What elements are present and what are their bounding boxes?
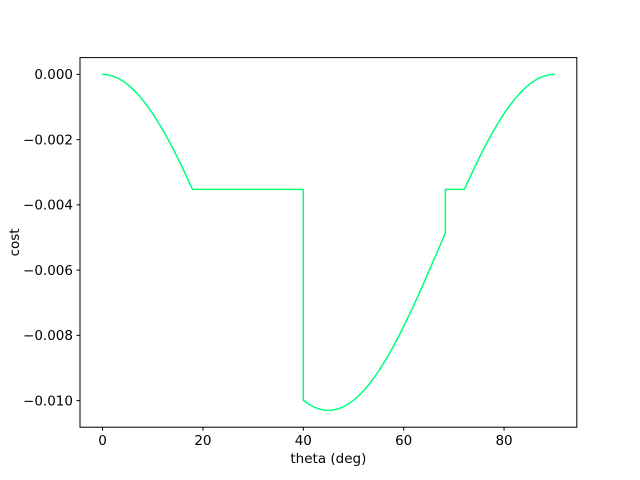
x-ticks-layer: 0 20 40 60 80 [98,427,513,449]
x-tick-label: 20 [194,433,211,449]
x-tick-label: 0 [98,433,107,449]
x-axis-label: theta (deg) [290,451,366,467]
series-layer [101,73,555,412]
plot-area [79,57,578,428]
y-tick-label: −0.008 [23,328,73,344]
y-tick-label: −0.002 [23,132,73,148]
y-ticks-layer: 0.000 −0.002 −0.004 −0.006 −0.008 −0.010 [23,67,80,409]
y-tick-label: 0.000 [34,67,73,83]
x-tick-label: 60 [395,433,412,449]
y-tick-label: −0.006 [23,263,73,279]
cost-curve [101,73,555,412]
y-tick-label: −0.010 [23,393,73,409]
y-axis-label: cost [7,228,23,256]
y-tick-label: −0.004 [23,198,73,214]
x-tick-label: 40 [295,433,312,449]
x-tick-label: 80 [495,433,512,449]
